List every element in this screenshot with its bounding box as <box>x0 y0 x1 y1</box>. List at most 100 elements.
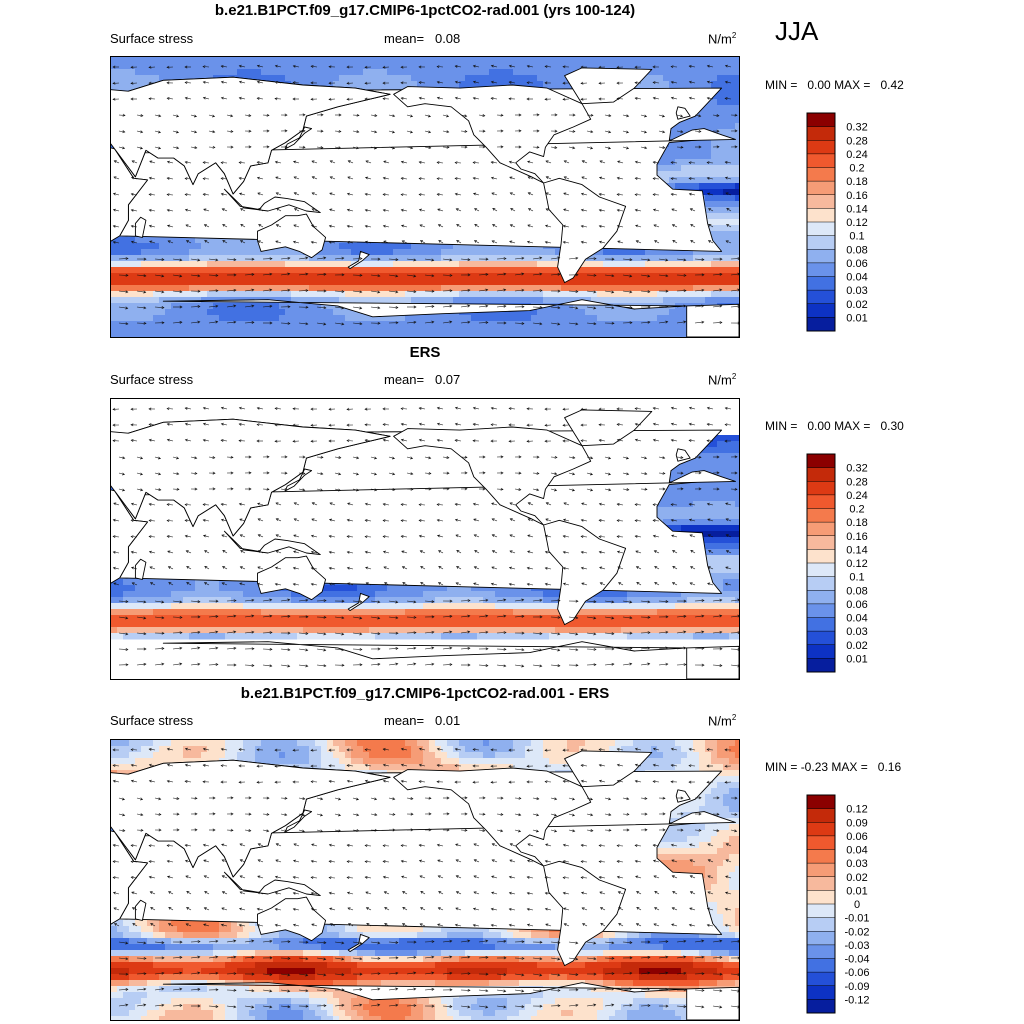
colorbar-label: 0.18 <box>846 176 867 188</box>
colorbar-label: -0.12 <box>844 994 869 1006</box>
colorbar-label: 0.12 <box>846 558 867 570</box>
colorbar-swatch <box>807 985 835 1000</box>
panel-2-mean-label: mean= 0.07 <box>384 372 461 387</box>
colorbar-swatch <box>807 167 835 182</box>
colorbar-label: 0.28 <box>846 135 867 147</box>
colorbar-swatch <box>807 208 835 223</box>
panel-1-min-max: MIN = 0.00 MAX = 0.42 <box>765 78 904 92</box>
colorbar-swatch <box>807 113 835 127</box>
colorbar-swatch <box>807 972 835 987</box>
colorbar-label: 0.09 <box>846 817 867 829</box>
colorbar-swatch <box>807 235 835 250</box>
panel-1-mean-value: 0.08 <box>434 31 461 46</box>
panel-3-variable-label: Surface stress <box>110 713 194 728</box>
colorbar-label: 0.14 <box>846 544 867 556</box>
colorbar-swatch <box>807 494 835 509</box>
panel-3-mean-label: mean= 0.01 <box>384 713 461 728</box>
panel-2-mean-value: 0.07 <box>434 372 461 387</box>
panel-2-min-value: 0.00 <box>807 419 831 433</box>
colorbar-label: 0.1 <box>849 231 864 243</box>
panel-3-mean-value: 0.01 <box>434 713 461 728</box>
colorbar-label: -0.09 <box>844 981 869 993</box>
stress-vectors <box>112 747 739 1009</box>
colorbar-label: 0.06 <box>846 831 867 843</box>
colorbar-label: 0.16 <box>846 190 867 202</box>
colorbar-label: 0.02 <box>846 299 867 311</box>
colorbar-swatch <box>807 535 835 550</box>
colorbar-swatch <box>807 126 835 141</box>
colorbar-swatch <box>807 140 835 155</box>
colorbar-swatch <box>807 631 835 646</box>
panel-1-map <box>110 56 740 338</box>
panel-2-variable-label: Surface stress <box>110 372 194 387</box>
colorbar-label: 0.32 <box>846 463 867 475</box>
colorbar-swatch <box>807 795 835 809</box>
colorbar-label: 0.14 <box>846 203 867 215</box>
panel-3-map <box>110 739 740 1021</box>
colorbar-label: 0.24 <box>846 490 867 502</box>
colorbar-swatch <box>807 549 835 564</box>
colorbar-label: 0.12 <box>846 217 867 229</box>
colorbar-swatch <box>807 617 835 632</box>
panel-3-title: b.e21.B1PCT.f09_g17.CMIP6-1pctCO2-rad.00… <box>240 685 610 702</box>
colorbar-label: -0.01 <box>844 913 869 925</box>
colorbar-label: 0.2 <box>849 163 864 175</box>
colorbar-label: 0.1 <box>849 572 864 584</box>
colorbar-swatch <box>807 876 835 891</box>
colorbar-swatch <box>807 290 835 305</box>
colorbar-swatch <box>807 835 835 850</box>
colorbar-label: 0.08 <box>846 244 867 256</box>
panel-3-colorbar: 0.12 0.09 0.06 0.04 0.03 0.02 0.01 0 -0.01 -0.02 -… <box>806 794 906 1016</box>
colorbar-label: 0.06 <box>846 599 867 611</box>
colorbar-label: 0.01 <box>846 885 867 897</box>
colorbar-label: 0.03 <box>846 858 867 870</box>
colorbar-swatch <box>807 317 835 332</box>
colorbar-swatch <box>807 590 835 605</box>
colorbar-swatch <box>807 999 835 1014</box>
colorbar-swatch <box>807 958 835 973</box>
continents <box>111 67 739 337</box>
colorbar-swatch <box>807 222 835 236</box>
colorbar-label: 0.01 <box>846 312 867 324</box>
panel-2-map <box>110 398 740 680</box>
panel-2-colorbar: 0.32 0.28 0.24 0.2 0.18 0.16 0.14 0.12 0.1 0.08 0.… <box>806 453 906 675</box>
colorbar-label: 0.24 <box>846 149 867 161</box>
colorbar-label: 0.04 <box>846 845 867 857</box>
colorbar-swatch <box>807 181 835 196</box>
colorbar-swatch <box>807 658 835 673</box>
colorbar-label: 0.12 <box>846 804 867 816</box>
colorbar-swatch <box>807 822 835 837</box>
panel-2-max-value: 0.30 <box>880 419 904 433</box>
colorbar-swatch <box>807 303 835 318</box>
colorbar-label: 0.03 <box>846 285 867 297</box>
colorbar-label: -0.06 <box>844 967 869 979</box>
panel-1-units: N/m2 <box>708 31 737 47</box>
colorbar-swatch <box>807 849 835 864</box>
colorbar-swatch <box>807 508 835 523</box>
colorbar-swatch <box>807 563 835 577</box>
panel-2-title: ERS <box>409 344 441 361</box>
colorbar-label: 0.08 <box>846 585 867 597</box>
colorbar-label: 0.01 <box>846 653 867 665</box>
colorbar-swatch <box>807 904 835 918</box>
colorbar-swatch <box>807 249 835 264</box>
colorbar-label: 0 <box>854 899 860 911</box>
colorbar-label: 0.16 <box>846 531 867 543</box>
colorbar-label: 0.32 <box>846 122 867 134</box>
colorbar-swatch <box>807 454 835 468</box>
panel-1-colorbar: 0.32 0.28 0.24 0.2 0.18 0.16 0.14 0.12 0.1 0.08 0.… <box>806 112 906 334</box>
colorbar-label: -0.04 <box>844 954 869 966</box>
colorbar-label: 0.03 <box>846 626 867 638</box>
colorbar-swatch <box>807 890 835 905</box>
panel-2-units: N/m2 <box>708 372 737 388</box>
colorbar-swatch <box>807 644 835 659</box>
panel-3-min-max: MIN = -0.23 MAX = 0.16 <box>765 760 902 774</box>
colorbar-swatch <box>807 576 835 591</box>
colorbar-label: 0.02 <box>846 640 867 652</box>
panel-1-max-value: 0.42 <box>880 78 904 92</box>
panel-1-min-value: 0.00 <box>807 78 831 92</box>
colorbar-swatch <box>807 603 835 618</box>
colorbar-swatch <box>807 522 835 537</box>
colorbar-label: 0.2 <box>849 504 864 516</box>
colorbar-swatch <box>807 863 835 878</box>
